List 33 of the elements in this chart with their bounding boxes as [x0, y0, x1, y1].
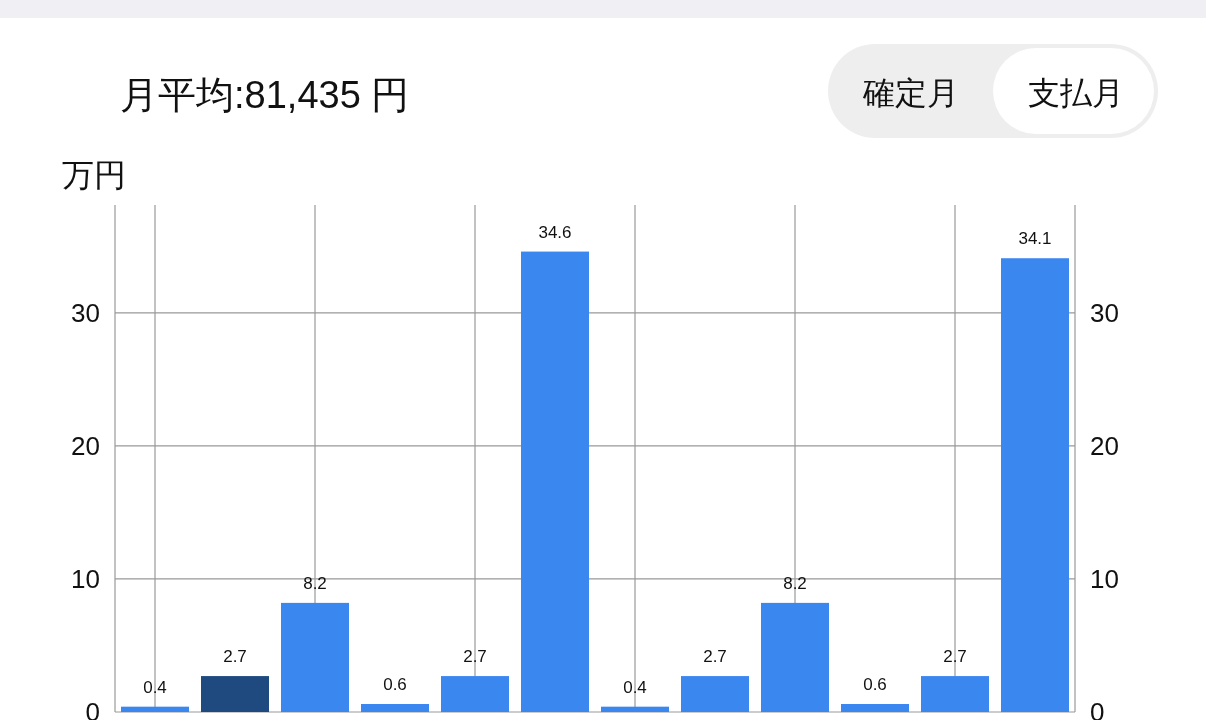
bar — [201, 676, 269, 712]
data-label: 34.6 — [538, 222, 572, 242]
data-label: 2.7 — [943, 647, 967, 667]
data-label: 8.2 — [783, 573, 807, 593]
bar — [761, 602, 829, 712]
data-label: 2.7 — [703, 647, 727, 667]
data-label: 0.6 — [383, 675, 407, 695]
data-label: 0.4 — [623, 677, 647, 697]
y2-tick-label: 30 — [1090, 297, 1119, 328]
data-label: 2.7 — [223, 647, 247, 667]
bar — [441, 676, 509, 712]
bar — [681, 676, 749, 712]
y-axis-title: 万円 — [62, 157, 126, 193]
data-label: 8.2 — [303, 573, 327, 593]
data-label: 0.4 — [143, 677, 167, 697]
data-label: 34.1 — [1018, 229, 1052, 249]
toggle: 確定月 支払月 — [828, 44, 1158, 138]
y-tick-label: 20 — [71, 430, 100, 461]
bar — [841, 704, 909, 712]
chart-title: 月平均:81,435 円 — [120, 74, 410, 116]
data-label: 2.7 — [463, 647, 487, 667]
bar — [921, 676, 989, 712]
y2-tick-label: 20 — [1090, 430, 1119, 461]
bar — [601, 706, 669, 712]
bar — [361, 704, 429, 712]
bar — [521, 251, 589, 712]
y-tick-label: 10 — [71, 563, 100, 594]
bar — [121, 706, 189, 712]
y-tick-label: 30 — [71, 297, 100, 328]
bar — [281, 602, 349, 712]
y2-tick-label: 10 — [1090, 563, 1119, 594]
bar — [1001, 258, 1069, 712]
data-label: 0.6 — [863, 675, 887, 695]
